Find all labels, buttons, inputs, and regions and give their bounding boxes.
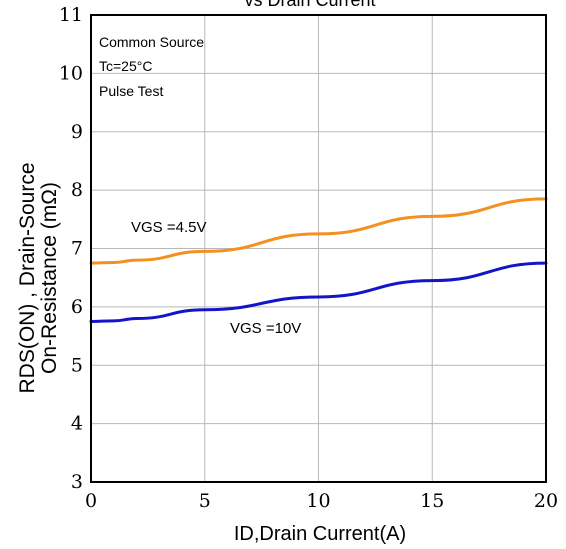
grid-layer xyxy=(91,15,546,482)
x-tick-label-10: 10 xyxy=(306,490,330,512)
note-pulse-test: Pulse Test xyxy=(99,83,163,99)
chart-title: vs Drain Current xyxy=(244,0,375,10)
x-tick-label-5: 5 xyxy=(199,490,211,512)
note-common-source: Common Source xyxy=(99,34,204,50)
x-tick-label-0: 0 xyxy=(85,490,97,512)
x-tick-label-20: 20 xyxy=(534,490,558,512)
y-tick-label-6: 6 xyxy=(71,296,83,318)
series-label-vgs-10v: VGS =10V xyxy=(230,320,301,337)
y-tick-label-8: 8 xyxy=(71,179,83,201)
tick-layer: 0 5 10 15 20 3 4 5 6 7 8 9 10 11 xyxy=(59,4,558,512)
y-tick-label-10: 10 xyxy=(59,62,83,84)
y-tick-label-3: 3 xyxy=(71,471,83,493)
y-tick-label-9: 9 xyxy=(71,121,83,143)
plot-border xyxy=(90,14,547,483)
y-tick-label-5: 5 xyxy=(71,354,83,376)
y-tick-label-11: 11 xyxy=(59,4,83,26)
y-axis-label-line1: RDS(ON) , Drain-Source xyxy=(16,162,39,393)
series-label-vgs-4-5v: VGS =4.5V xyxy=(131,219,206,236)
notes-box: Common Source Tc=25°C Pulse Test xyxy=(99,34,204,99)
x-tick-label-15: 15 xyxy=(420,490,444,512)
y-axis-label-line2: On-Resistance (mΩ) xyxy=(38,182,61,374)
series-layer xyxy=(89,197,548,323)
note-temperature: Tc=25°C xyxy=(99,58,152,74)
series-line-0 xyxy=(89,197,548,265)
x-axis-label: ID,Drain Current(A) xyxy=(234,523,406,545)
y-tick-label-7: 7 xyxy=(71,238,83,260)
series-line-1 xyxy=(89,261,548,323)
y-tick-label-4: 4 xyxy=(71,413,83,435)
